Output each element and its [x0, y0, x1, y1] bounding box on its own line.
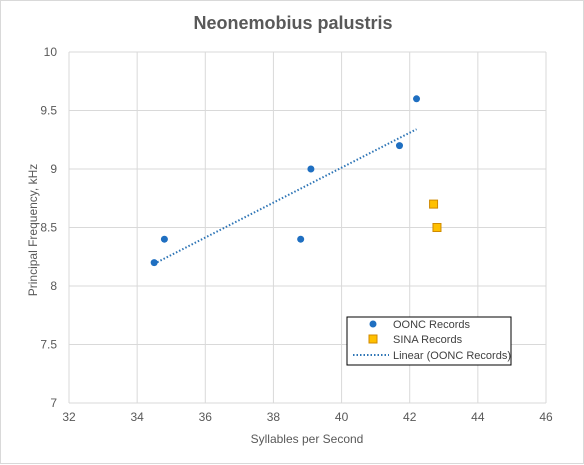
y-axis-title: Principal Frequency, kHz — [26, 164, 40, 297]
y-tick-label: 8 — [50, 279, 57, 293]
y-tick-label: 7 — [50, 396, 57, 410]
y-tick-label: 7.5 — [40, 338, 57, 352]
x-tick-label: 38 — [267, 410, 281, 424]
legend-oonc-label: OONC Records — [393, 319, 471, 331]
x-tick-label: 46 — [539, 410, 553, 424]
x-tick-label: 44 — [471, 410, 485, 424]
oonc-data-point — [160, 235, 168, 243]
legend-oonc-marker — [369, 320, 377, 328]
x-tick-label: 42 — [403, 410, 417, 424]
chart-title: Neonemobius palustris — [193, 13, 392, 33]
sina-data-point — [432, 223, 442, 232]
oonc-data-point — [395, 142, 403, 150]
x-axis-title: Syllables per Second — [251, 432, 364, 446]
x-tick-label: 40 — [335, 410, 349, 424]
y-tick-label: 8.5 — [40, 221, 57, 235]
linear-trendline — [153, 128, 417, 265]
y-tick-label: 9 — [50, 162, 57, 176]
oonc-data-point — [297, 235, 305, 243]
y-tick-label: 10 — [44, 45, 58, 59]
oonc-data-point — [413, 95, 421, 103]
legend-trendline-label: Linear (OONC Records) — [393, 350, 511, 362]
y-tick-label: 9.5 — [40, 104, 57, 118]
legend-sina-label: SINA Records — [393, 334, 463, 346]
tick-labels: 32 34 36 38 40 42 44 46 7 7.5 8 8.5 9 9.5 10 — [40, 45, 553, 424]
oonc-data-point — [150, 259, 158, 267]
trendline-layer — [153, 128, 417, 265]
x-tick-label: 34 — [130, 410, 144, 424]
oonc-data-point — [307, 165, 315, 173]
x-tick-label: 36 — [199, 410, 213, 424]
sina-data-point — [429, 199, 439, 209]
legend-sina-marker — [368, 334, 378, 344]
legend: OONC Records SINA Records Linear (OONC R… — [346, 316, 512, 366]
data-points — [150, 95, 442, 267]
x-tick-label: 32 — [62, 410, 76, 424]
